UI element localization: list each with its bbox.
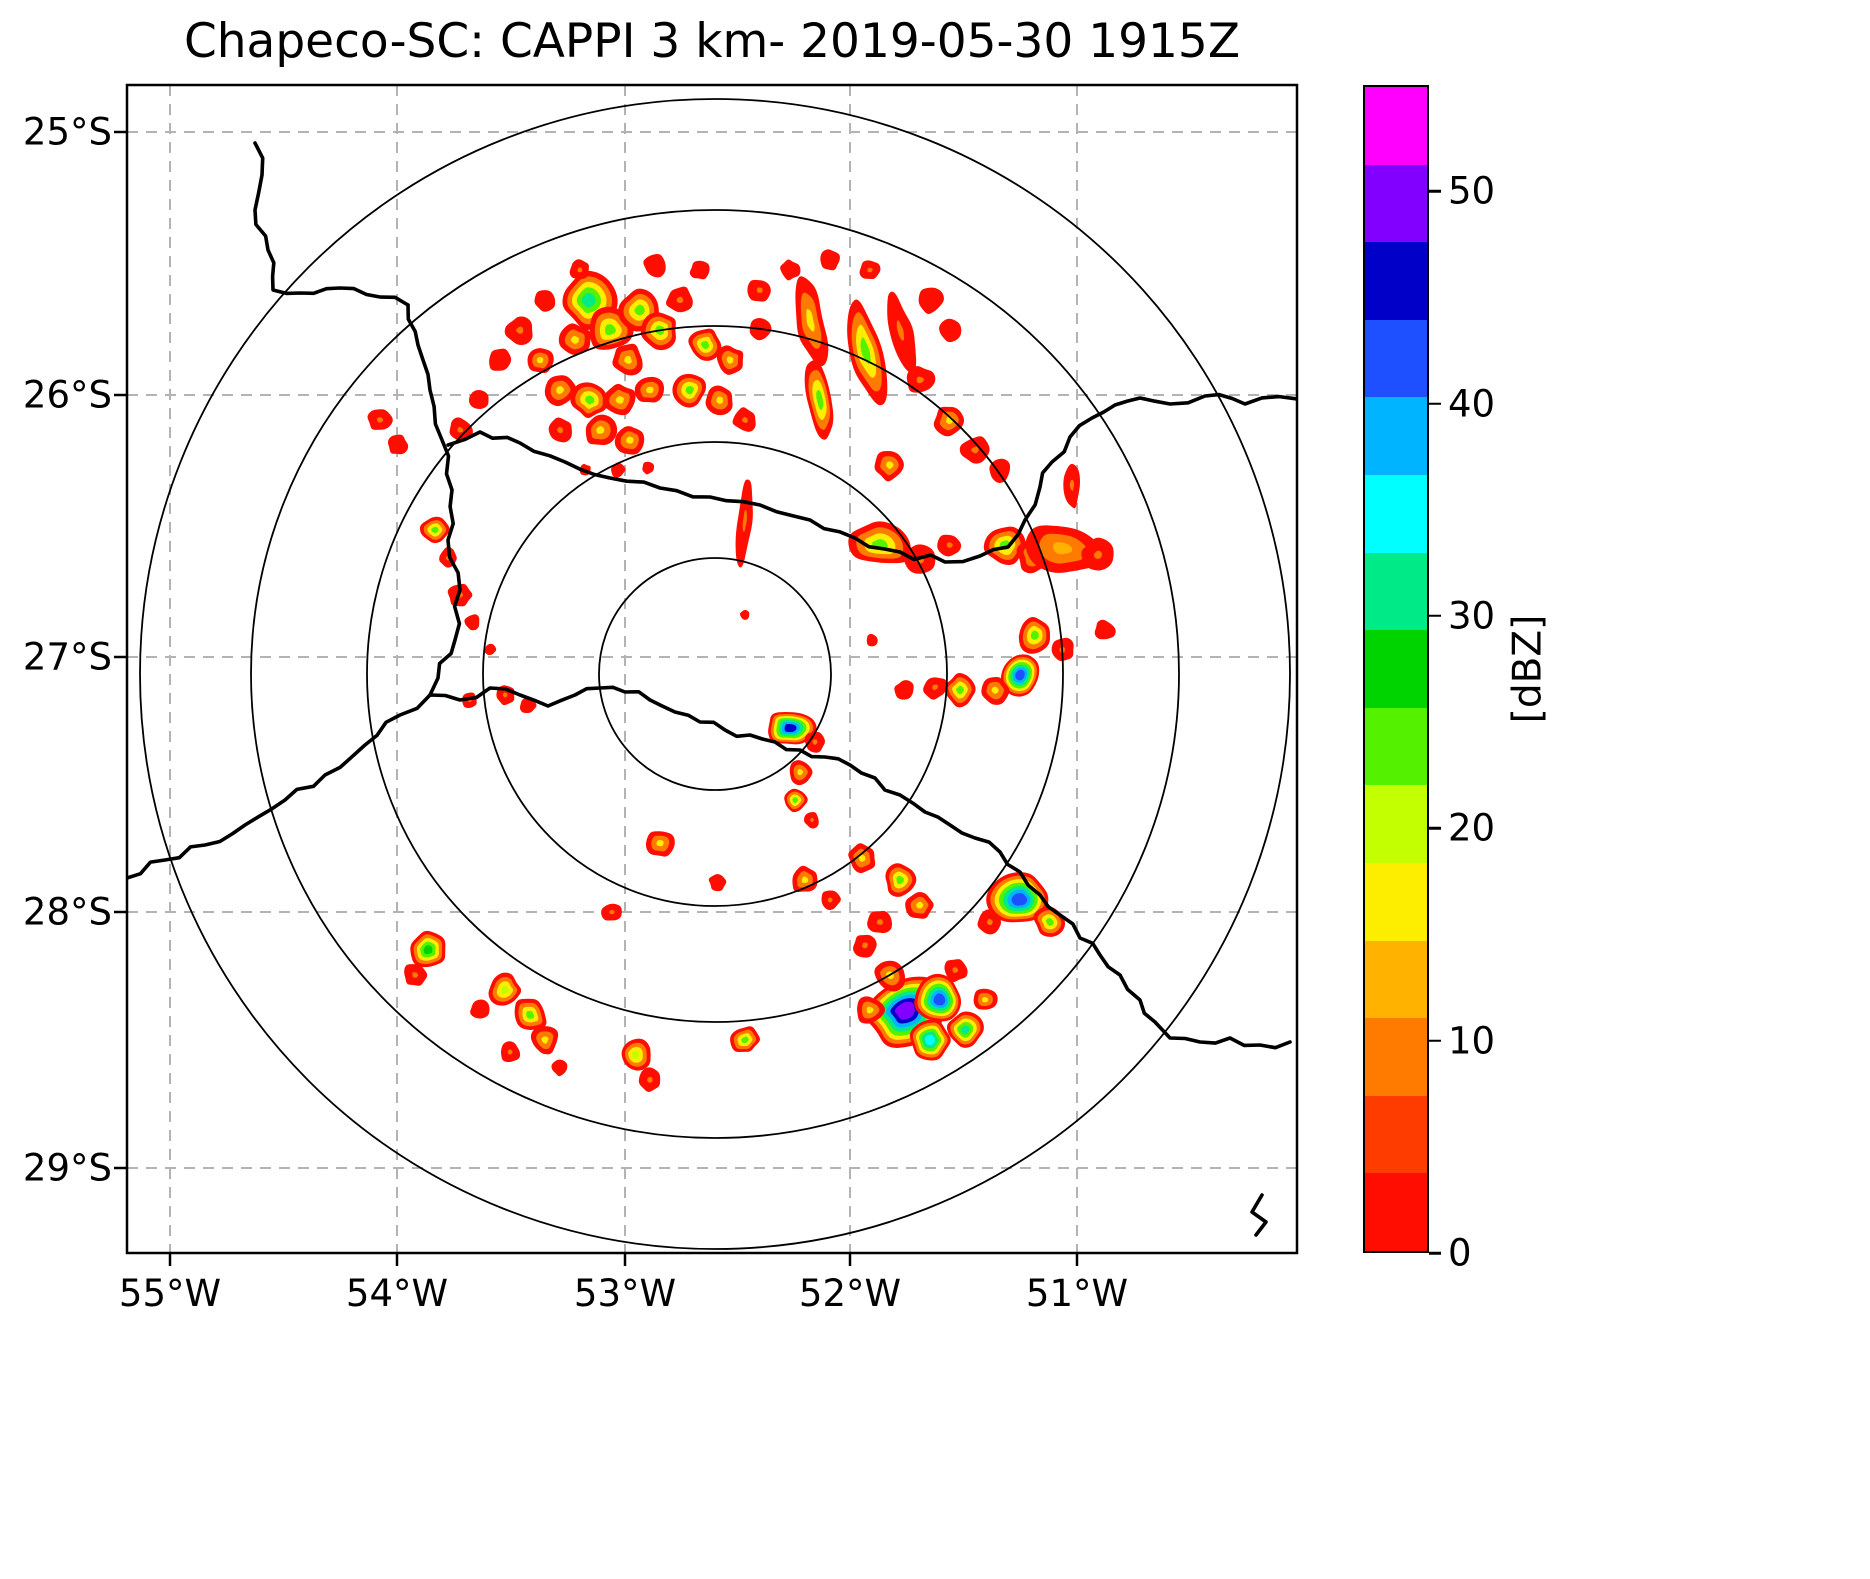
colorbar-tick-label: 30 (1448, 594, 1496, 638)
colorbar-segment (1365, 164, 1427, 243)
colorbar-tick-label: 40 (1448, 382, 1496, 426)
lon-tick-label: 53°W (573, 1272, 677, 1315)
reflectivity-echoes (367, 249, 1116, 1092)
colorbar (1363, 85, 1429, 1253)
lon-tick-label: 51°W (1025, 1272, 1129, 1315)
colorbar-segment (1365, 707, 1427, 786)
axis-ticks (114, 130, 1079, 1266)
figure-title: Chapeco-SC: CAPPI 3 km- 2019-05-30 1915Z (183, 14, 1241, 69)
colorbar-segment (1365, 630, 1427, 708)
state-borders (127, 141, 1297, 1237)
colorbar-segment (1365, 397, 1427, 475)
colorbar-segment (1365, 1095, 1427, 1174)
lat-tick-label: 25°S (22, 110, 112, 154)
colorbar-tick (1429, 614, 1441, 618)
lon-tick-label: 55°W (118, 1272, 222, 1315)
range-rings (139, 98, 1291, 1250)
colorbar-tick-label: 0 (1448, 1231, 1472, 1275)
colorbar-tick-label: 50 (1448, 169, 1496, 213)
colorbar-tick-label: 10 (1448, 1019, 1496, 1063)
lat-tick-label: 29°S (22, 1146, 112, 1190)
colorbar-segment (1365, 785, 1427, 863)
lat-tick-label: 26°S (22, 373, 112, 417)
plot-frame (125, 83, 1299, 1255)
colorbar-segment (1365, 862, 1427, 941)
colorbar-segment (1365, 1018, 1427, 1096)
colorbar-tick (1429, 1039, 1441, 1042)
colorbar-segment (1365, 474, 1427, 553)
lon-tick-label: 52°W (798, 1272, 902, 1315)
lon-tick-label: 54°W (345, 1272, 449, 1315)
colorbar-segment (1365, 1173, 1427, 1251)
gridlines (127, 85, 1297, 1253)
colorbar-segment (1365, 940, 1427, 1019)
colorbar-segment (1365, 87, 1427, 165)
colorbar-tick (1429, 1251, 1441, 1255)
lat-tick-label: 28°S (22, 890, 112, 934)
colorbar-tick-label: 20 (1448, 806, 1496, 850)
colorbar-segment (1365, 319, 1427, 398)
radar-plot-canvas (114, 83, 1299, 1266)
colorbar-tick (1429, 189, 1441, 193)
colorbar-axis-label: [dBZ] (1505, 614, 1551, 724)
lat-tick-label: 27°S (22, 635, 112, 679)
colorbar-segment (1365, 552, 1427, 631)
colorbar-tick (1429, 827, 1441, 830)
colorbar-segment (1365, 242, 1427, 320)
colorbar-tick (1429, 402, 1441, 405)
